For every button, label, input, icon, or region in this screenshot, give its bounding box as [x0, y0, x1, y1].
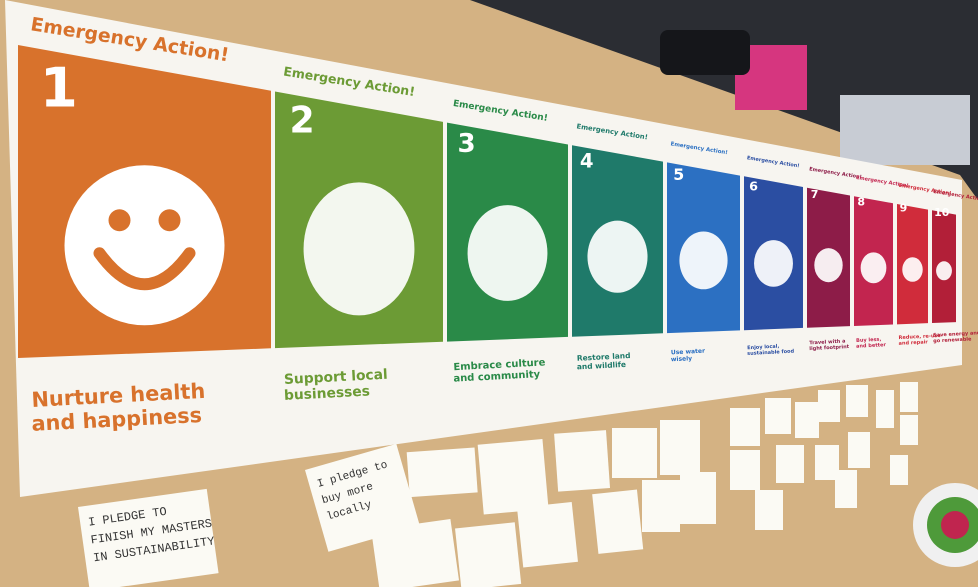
note-paper — [371, 519, 460, 587]
action-icon — [860, 252, 887, 284]
panel-caption: and repair — [898, 339, 928, 347]
smiley-eye — [108, 209, 131, 232]
panel-number: 8 — [857, 196, 865, 209]
wheel-segment — [941, 511, 969, 539]
panel-caption: Embrace culture — [453, 357, 546, 373]
note-paper — [818, 390, 840, 422]
panel-number: 2 — [289, 98, 314, 141]
note-paper — [846, 385, 868, 417]
panel-number: 4 — [580, 149, 594, 172]
note-paper — [730, 450, 760, 490]
note-paper — [835, 470, 857, 508]
note-paper — [890, 455, 908, 485]
note-paper — [776, 445, 804, 483]
action-icon — [303, 182, 415, 316]
panel-caption: businesses — [284, 383, 371, 403]
smiley-mouth — [93, 247, 196, 291]
action-icon — [587, 220, 648, 293]
note-paper — [680, 472, 716, 524]
panel-caption: go renewable — [933, 336, 972, 344]
note-paper — [900, 382, 918, 412]
panel-caption: Enjoy local, — [747, 344, 780, 352]
action-icon — [679, 231, 728, 290]
note-paper — [730, 408, 760, 446]
panel-caption: Support local — [284, 367, 389, 388]
panel-caption: and better — [856, 342, 887, 350]
panel-caption: wisely — [671, 355, 693, 363]
back-wall — [840, 95, 970, 165]
panel-number: 10 — [934, 206, 950, 219]
panel-caption: sustainable food — [747, 349, 795, 357]
panel-number: 6 — [749, 179, 758, 194]
panel-caption: light footprint — [809, 344, 850, 352]
note-paper — [876, 390, 894, 428]
note-paper — [755, 490, 783, 530]
panel-caption: Travel with a — [809, 339, 845, 347]
panel-number: 5 — [673, 165, 684, 184]
panel-caption: and community — [453, 369, 541, 385]
smiley-icon — [64, 165, 225, 326]
note-paper — [517, 502, 578, 568]
note-paper — [554, 430, 611, 492]
note-paper — [455, 522, 522, 587]
note-paper — [642, 480, 680, 532]
action-icon — [814, 248, 843, 283]
panel-caption: Use water — [671, 348, 705, 357]
ceiling — [470, 0, 978, 200]
note-paper — [305, 443, 420, 552]
note-paper — [77, 488, 219, 587]
panel-caption: Buy less, — [856, 337, 882, 344]
action-icon — [467, 205, 548, 301]
note-paper — [660, 420, 700, 475]
camera-rig — [660, 30, 750, 75]
note-paper — [477, 439, 549, 515]
note-paper — [848, 432, 870, 468]
panel-caption: Reduce, re-use — [898, 333, 941, 341]
panel-number: 1 — [40, 56, 78, 120]
panel-caption: and wildlife — [577, 360, 627, 372]
panel-number: 3 — [457, 129, 475, 159]
panel-caption: Restore land — [577, 351, 631, 363]
panel-number: 7 — [811, 188, 819, 201]
note-paper — [765, 398, 791, 434]
action-icon — [754, 240, 793, 287]
note-paper — [900, 415, 918, 445]
note-paper — [406, 447, 478, 498]
panel-number: 9 — [900, 202, 908, 215]
action-icon — [936, 261, 952, 281]
smiley-eye — [158, 209, 181, 232]
panel-caption: Save energy and — [933, 330, 978, 338]
note-paper — [795, 402, 819, 438]
action-icon — [902, 257, 923, 282]
note-paper — [592, 489, 644, 554]
note-paper — [612, 428, 657, 478]
